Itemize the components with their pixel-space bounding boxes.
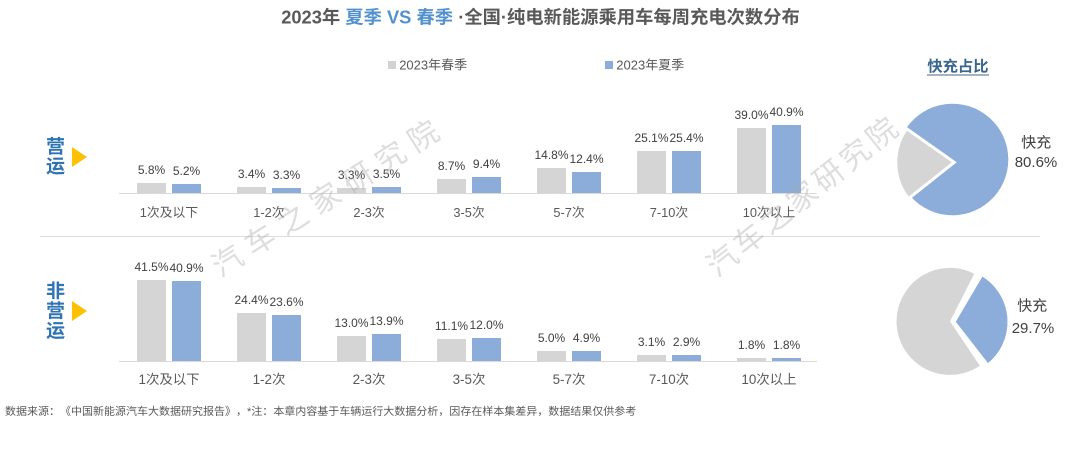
svg-text:2023: 2023 <box>281 6 322 27</box>
svg-text:2-3: 2-3 <box>353 205 372 220</box>
svg-text:5-7: 5-7 <box>553 205 572 220</box>
svg-text:VS: VS <box>387 6 411 27</box>
svg-text:7-10: 7-10 <box>650 205 676 220</box>
svg-text:2023: 2023 <box>399 57 428 72</box>
svg-text:10: 10 <box>743 205 757 220</box>
svg-text:·: · <box>458 6 464 27</box>
svg-text:3-5: 3-5 <box>453 372 472 387</box>
svg-text:3-5: 3-5 <box>453 205 472 220</box>
svg-text:·: · <box>501 6 507 27</box>
svg-text:1: 1 <box>140 205 147 220</box>
svg-text:2-3: 2-3 <box>353 372 372 387</box>
svg-text:10: 10 <box>741 372 756 387</box>
svg-text:7-10: 7-10 <box>649 372 676 387</box>
svg-text:1-2: 1-2 <box>253 372 272 387</box>
svg-text:5-7: 5-7 <box>553 372 572 387</box>
svg-text:1: 1 <box>139 372 146 387</box>
svg-text:*: * <box>247 406 252 418</box>
svg-text:1-2: 1-2 <box>253 205 271 220</box>
svg-text:2023: 2023 <box>616 57 645 72</box>
